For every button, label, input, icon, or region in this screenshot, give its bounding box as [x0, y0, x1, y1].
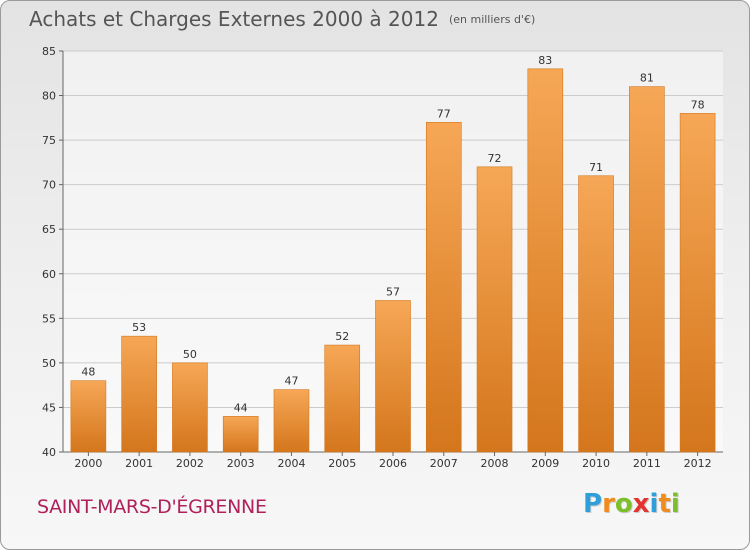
- bar: [375, 300, 411, 452]
- bar-value-label: 77: [437, 107, 451, 120]
- bar-value-label: 47: [284, 375, 298, 388]
- logo-letter: x: [632, 489, 650, 519]
- logo-letter: o: [614, 489, 633, 519]
- commune-name: SAINT-MARS-D'ÉGRENNE: [37, 496, 267, 518]
- logo-letter: P: [583, 489, 603, 519]
- bar: [121, 336, 157, 452]
- x-tick-label: 2009: [531, 457, 559, 470]
- bar-value-label: 81: [640, 72, 654, 85]
- y-tick-label: 55: [42, 312, 56, 325]
- y-tick-label: 80: [42, 90, 56, 103]
- bar-value-label: 72: [488, 152, 502, 165]
- title-unit: (en milliers d'€): [448, 13, 536, 26]
- x-tick-label: 2004: [277, 457, 305, 470]
- x-tick-label: 2008: [481, 457, 509, 470]
- y-tick-label: 60: [42, 268, 56, 281]
- bar: [680, 113, 716, 452]
- x-tick-label: 2003: [227, 457, 255, 470]
- bar-value-label: 78: [691, 98, 705, 111]
- title-text: Achats et Charges Externes 2000 à 2012: [29, 7, 439, 31]
- y-tick-label: 40: [42, 446, 56, 459]
- bar-value-label: 50: [183, 348, 197, 361]
- bar: [223, 416, 259, 452]
- bar-value-label: 53: [132, 321, 146, 334]
- chart-title: Achats et Charges Externes 2000 à 2012 (e…: [29, 7, 535, 31]
- x-tick-label: 2012: [684, 457, 712, 470]
- logo-letter: i: [670, 489, 680, 519]
- y-tick-label: 65: [42, 223, 56, 236]
- bar: [527, 68, 563, 453]
- x-tick-label: 2000: [74, 457, 102, 470]
- bar-value-label: 48: [81, 366, 95, 379]
- bar-value-label: 83: [538, 54, 552, 67]
- x-tick-label: 2007: [430, 457, 458, 470]
- bar-value-label: 71: [589, 161, 603, 174]
- y-tick-label: 50: [42, 357, 56, 370]
- bar: [629, 86, 665, 453]
- bar-value-label: 57: [386, 286, 400, 299]
- logo-letter: i: [649, 489, 659, 519]
- bar: [70, 380, 106, 452]
- y-tick-label: 85: [42, 45, 56, 58]
- x-tick-label: 2001: [125, 457, 153, 470]
- bar-value-label: 44: [234, 401, 248, 414]
- logo-letter: t: [658, 489, 671, 519]
- bar: [172, 362, 208, 452]
- y-tick-label: 75: [42, 134, 56, 147]
- x-tick-label: 2005: [328, 457, 356, 470]
- bar: [578, 175, 614, 452]
- y-tick-label: 70: [42, 179, 56, 192]
- proxiti-logo[interactable]: Proxiti: [583, 489, 680, 519]
- x-tick-label: 2006: [379, 457, 407, 470]
- x-tick-label: 2011: [633, 457, 661, 470]
- bar: [477, 166, 513, 452]
- bar: [426, 122, 462, 453]
- logo-letter: r: [602, 489, 615, 519]
- x-tick-label: 2002: [176, 457, 204, 470]
- bar-value-label: 52: [335, 330, 349, 343]
- bar: [324, 345, 360, 452]
- y-tick-label: 45: [42, 401, 56, 414]
- x-tick-label: 2010: [582, 457, 610, 470]
- bar: [273, 389, 309, 452]
